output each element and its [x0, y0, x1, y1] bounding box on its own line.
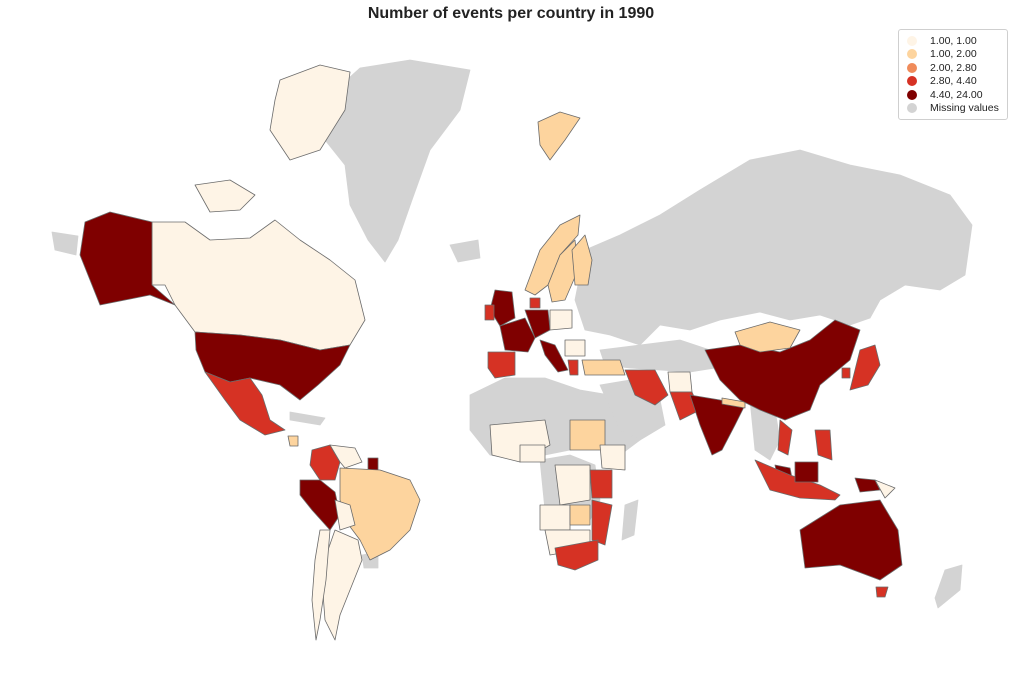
denmark: [529, 297, 541, 309]
italy: [539, 339, 569, 373]
legend-item: 4.40, 24.00: [907, 88, 1001, 102]
madagascar: [621, 499, 639, 541]
legend-swatch: [907, 89, 917, 100]
finland: [571, 234, 593, 286]
iran: [624, 369, 669, 406]
greenland: [324, 59, 471, 263]
new-guinea-east: [874, 479, 896, 499]
alaska: [79, 211, 176, 306]
legend-swatch: [907, 76, 917, 87]
suriname: [367, 457, 379, 471]
tanzania: [589, 469, 613, 499]
legend-item: 2.00, 2.80: [907, 61, 1001, 75]
peru: [299, 479, 341, 531]
cuba: [289, 411, 326, 426]
legend-label: 1.00, 2.00: [930, 48, 977, 61]
mexico: [204, 371, 286, 436]
norway: [524, 214, 581, 296]
ireland: [484, 304, 495, 321]
nepal: [721, 397, 746, 409]
legend-item: Missing values: [907, 102, 1001, 116]
canada-arctic: [269, 64, 351, 161]
spain: [487, 351, 516, 379]
nicaragua: [287, 435, 299, 447]
balkans: [564, 339, 586, 357]
new-zealand: [934, 564, 963, 609]
legend: 1.00, 1.00 1.00, 2.00 2.00, 2.80 2.80, 4.40…: [898, 29, 1008, 120]
mongolia: [734, 321, 801, 353]
venezuela: [329, 444, 363, 469]
canada-islands: [194, 179, 256, 213]
tasmania: [875, 586, 889, 598]
chile: [311, 529, 331, 641]
poland: [549, 309, 573, 331]
canada: [151, 219, 366, 351]
alaska-aleutian: [51, 231, 79, 256]
russia-asia: [574, 149, 973, 346]
legend-label: 2.00, 2.80: [930, 61, 977, 74]
map-title: Number of events per country in 1990: [367, 5, 655, 22]
event-countries: [79, 64, 903, 641]
kenya: [599, 444, 626, 471]
south-korea: [841, 367, 851, 379]
france: [499, 317, 536, 353]
svalbard: [537, 111, 581, 161]
zimbabwe: [569, 504, 591, 526]
legend-label: Missing values: [930, 102, 999, 115]
australia: [799, 499, 903, 581]
japan: [849, 344, 881, 391]
legend-swatch: [907, 62, 917, 73]
legend-label: 4.40, 24.00: [930, 88, 983, 101]
borneo: [794, 461, 819, 483]
nigeria: [519, 444, 546, 463]
mozambique: [591, 499, 613, 546]
turkey: [581, 359, 626, 376]
legend-item: 1.00, 2.00: [907, 48, 1001, 62]
legend-item: 1.00, 1.00: [907, 34, 1001, 48]
china: [704, 319, 861, 421]
legend-swatch: [907, 35, 917, 46]
legend-label: 1.00, 1.00: [930, 34, 977, 47]
greece: [567, 359, 579, 376]
iceland: [449, 239, 481, 263]
afghanistan: [667, 371, 693, 393]
papua-new-guinea: [854, 477, 881, 493]
angola: [539, 504, 571, 531]
legend-label: 2.80, 4.40: [930, 75, 977, 88]
legend-swatch: [907, 49, 917, 60]
dr-congo: [554, 464, 591, 506]
legend-item: 2.80, 4.40: [907, 75, 1001, 89]
legend-swatch: [907, 103, 917, 114]
bolivia: [334, 499, 356, 531]
vietnam: [777, 419, 793, 456]
philippines: [814, 429, 833, 461]
south-africa: [554, 539, 599, 571]
